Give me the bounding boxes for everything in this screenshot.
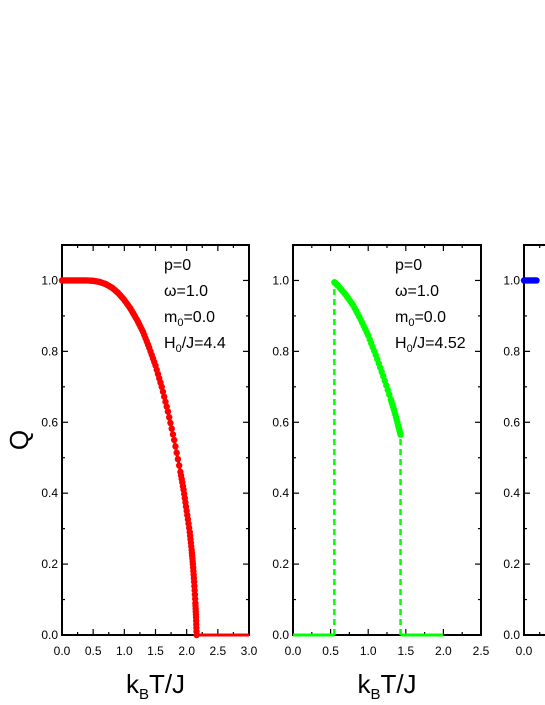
x-tick-label: 0.0 (516, 644, 533, 658)
y-tick-label: 1.0 (503, 273, 520, 287)
annotation-line: ω=1.0 (395, 283, 439, 300)
plot-frame-3 (523, 244, 545, 636)
annotation-line: H0/J=4.52 (395, 335, 466, 355)
x-tick-label: 0.0 (54, 644, 71, 658)
annotation-line: ω=1.0 (164, 283, 208, 300)
y-tick-label: 0.6 (272, 415, 289, 429)
y-tick-label: 0.0 (503, 628, 520, 642)
data-point (158, 383, 165, 391)
x-tick-label: 1.5 (397, 644, 414, 658)
y-tick-label: 0.2 (272, 557, 289, 571)
x-tick-label: 0.5 (322, 644, 339, 658)
data-point (166, 414, 173, 421)
y-tick-label: 1.0 (272, 273, 289, 287)
y-tick-label: 0.4 (503, 486, 520, 500)
data-point (161, 393, 168, 400)
y-tick-label: 0.2 (503, 557, 520, 571)
x-tick-label: 0.0 (285, 644, 302, 658)
data-point (169, 431, 177, 438)
data-point (175, 462, 183, 469)
y-tick-label: 0.0 (272, 628, 289, 642)
x-tick-label: 1.0 (360, 644, 377, 658)
x-tick-label: 1.0 (116, 644, 133, 658)
data-point (163, 403, 170, 410)
y-tick-label: 0.4 (272, 486, 289, 500)
data-point (174, 455, 182, 463)
plot-frame-1 (61, 244, 250, 636)
x-tick-label: 2.5 (473, 644, 490, 658)
series-line (333, 281, 402, 436)
y-tick-label: 0.8 (503, 344, 520, 358)
plot-frame-2 (292, 244, 482, 636)
annotation-line: H0/J=4.4 (164, 335, 226, 355)
data-point (162, 398, 169, 405)
data-point (173, 449, 180, 456)
y-tick-label: 0.6 (41, 415, 58, 429)
data-point (167, 419, 174, 427)
x-axis-label: kBT/J (357, 669, 416, 703)
y-tick-label: 1.0 (41, 273, 58, 287)
y-tick-label: 0.4 (41, 486, 58, 500)
x-tick-label: 1.5 (147, 644, 164, 658)
x-tick-label: 0.5 (85, 644, 102, 658)
x-tick-label: 2.5 (209, 644, 226, 658)
data-point (164, 408, 172, 415)
annotation-line: m0=0.0 (395, 309, 446, 329)
x-axis-label: kBT/J (126, 669, 185, 703)
y-tick-label: 0.8 (272, 344, 289, 358)
data-point (168, 425, 175, 432)
annotation-line: p=0 (164, 257, 191, 274)
x-tick-label: 3.0 (241, 644, 258, 658)
data-point (172, 443, 179, 450)
data-point (171, 436, 178, 444)
data-point (533, 277, 540, 284)
y-tick-label: 0.2 (41, 557, 58, 571)
data-point (193, 631, 200, 639)
x-tick-label: 2.0 (435, 644, 452, 658)
data-point (159, 388, 167, 395)
x-tick-label: 2.0 (178, 644, 195, 658)
y-tick-label: 0.0 (41, 628, 58, 642)
y-axis-label: Q (4, 430, 34, 450)
y-tick-label: 0.6 (503, 415, 520, 429)
data-point (397, 431, 404, 438)
annotation-line: p=0 (395, 257, 422, 274)
annotation-line: m0=0.0 (164, 309, 215, 329)
y-tick-label: 0.8 (41, 344, 58, 358)
